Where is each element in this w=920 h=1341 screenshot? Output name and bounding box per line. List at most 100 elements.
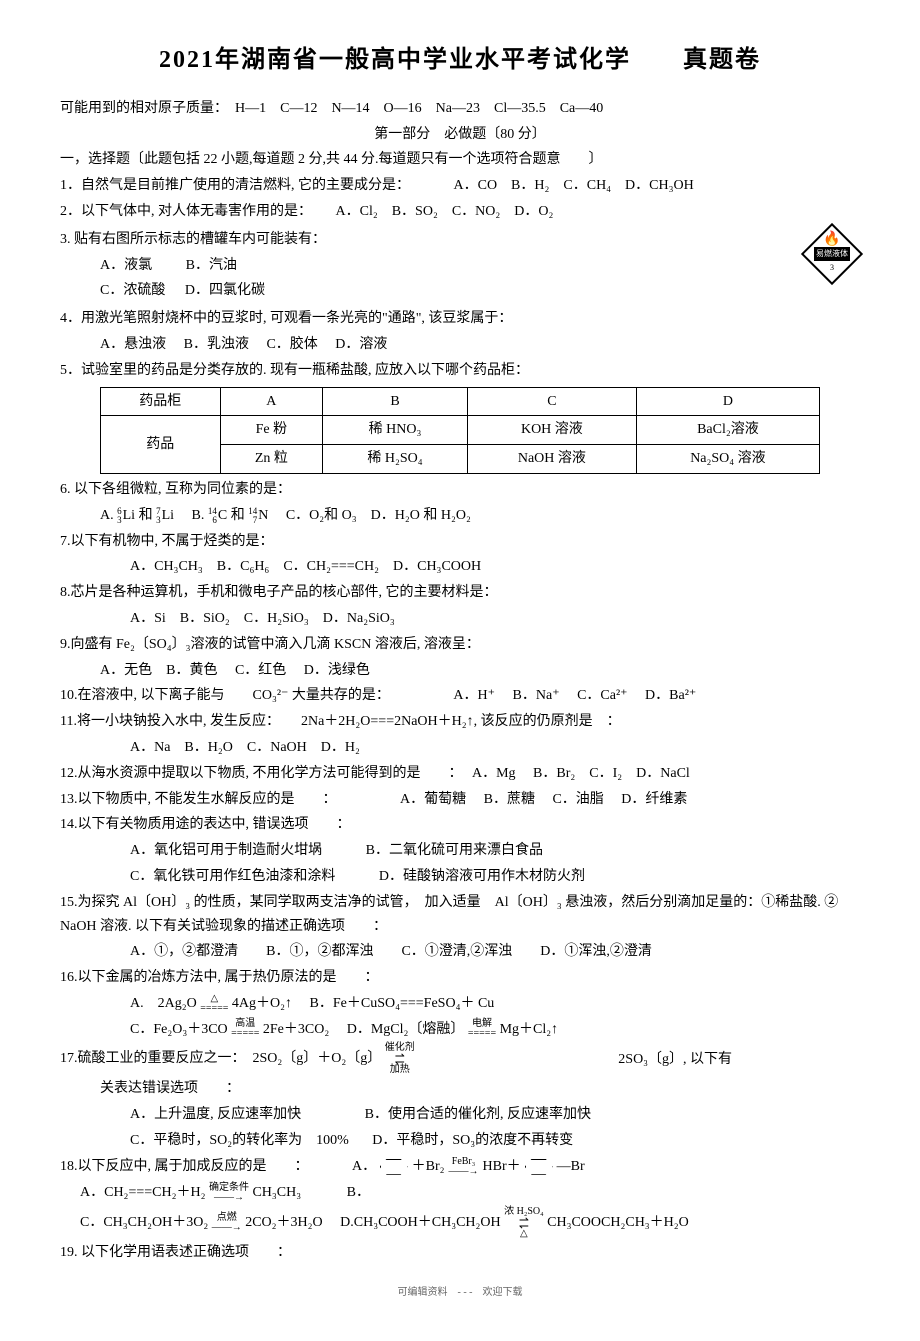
q5-text: 5．试验室里的药品是分类存放的. 现有一瓶稀盐酸, 应放入以下哪个药品柜： [60, 359, 860, 383]
q3: 3. 贴有右图所示标志的槽罐车内可能装有： A．液氯 B．汽油 C．浓硫酸 D．… [60, 226, 860, 305]
reaction-condition: 催化剂 ⇀↽ 加热 [385, 1043, 415, 1075]
table-cell: Fe 粉 [220, 416, 323, 445]
text: A． [352, 1159, 376, 1174]
q10-opts: A．H⁺ B．Na⁺ C．Ca²⁺ D．Ba²⁺ [453, 688, 696, 703]
atomic-mass-line: 可能用到的相对原子质量： H—1 C—12 N—14 O—16 Na—23 Cl… [60, 97, 860, 121]
equilibrium-icon: ⇀↽ [519, 1217, 529, 1229]
q2-text: 2．以下气体中, 对人体无毒害作用的是： [60, 204, 312, 219]
reaction-condition: 高温===== [231, 1019, 259, 1039]
table-cell: Zn 粒 [220, 445, 323, 474]
q2-opts: A．Cl₂ B．SO₂ C．NO₂ D．O₂ [336, 204, 554, 219]
q14-c: C．氧化铁可用作红色油漆和涂料 [130, 869, 335, 884]
q10-text: 10.在溶液中, 以下离子能与 CO₃²⁻ 大量共存的是： [60, 688, 390, 703]
q3-text: 3. 贴有右图所示标志的槽罐车内可能装有： [60, 228, 784, 252]
q16-text: 16.以下金属的冶炼方法中, 属于热仍原法的是 ： [60, 966, 860, 990]
q9-opts: A．无色 B．黄色 C．红色 D．浅绿色 [60, 659, 860, 683]
text: —Br [557, 1155, 585, 1179]
isotope-icon: 63 [117, 507, 122, 525]
table-header: B [323, 387, 468, 416]
benzene-icon [525, 1159, 553, 1175]
reaction-condition: 浓 H₂SO₄ ⇀↽ △ [504, 1207, 543, 1239]
q17-c: C．平稳时，SO₂的转化率为 100% [130, 1133, 349, 1148]
q4-opts: A．悬浊液 B．乳浊液 C．胶体 D．溶液 [60, 333, 860, 357]
reaction-condition: FeBr₃――→ [449, 1157, 479, 1177]
text: 4Ag＋O₂↑ [232, 996, 292, 1011]
table-row-label: 药品 [101, 416, 221, 474]
q18-cd: C．CH₃CH₂OH＋3O₂ 点燃――→ 2CO₂＋3H₂O D.CH₃COOH… [60, 1207, 860, 1239]
q11-text: 11.将一小块钠投入水中, 发生反应： 2Na＋2H₂O===2NaOH＋H₂↑… [60, 710, 860, 734]
text: A．CH₂===CH₂＋H₂ [80, 1185, 205, 1200]
q7-text: 7.以下有机物中, 不属于烃类的是： [60, 530, 860, 554]
text: C．CH₃CH₂OH＋3O₂ [80, 1215, 208, 1230]
q12-opts: A．Mg B．Br₂ C．I₂ D．NaCl [472, 766, 690, 781]
q7-opts: A．CH₃CH₃ B．C₆H₆ C．CH₂===CH₂ D．CH₃COOH [60, 555, 860, 579]
q14-b: B．二氧化硫可用来漂白食品 [366, 843, 543, 858]
q14-d: D．硅酸钠溶液可用作木材防火剂 [379, 869, 585, 884]
q11-opts: A．Na B．H₂O C．NaOH D．H₂ [60, 736, 860, 760]
q17-b: B．使用合适的催化剂, 反应速率加快 [365, 1107, 591, 1122]
hazard-sign-icon: 🔥 易燃液体 3 [804, 226, 860, 282]
table-header: C [467, 387, 636, 416]
q16-ab: A. 2Ag₂O △===== 4Ag＋O₂↑ B．Fe＋CuSO₄===FeS… [60, 992, 860, 1016]
q17-pre: 17.硫酸工业的重要反应之一： 2SO₂〔g〕＋O₂〔g〕 [60, 1052, 381, 1067]
table-header: 药品柜 [101, 387, 221, 416]
table-cell: Na₂SO₄ 溶液 [636, 445, 819, 474]
q14-text: 14.以下有关物质用途的表达中, 错误选项 ： [60, 813, 860, 837]
reaction-condition: 确定条件――→ [209, 1183, 249, 1203]
table-cell: KOH 溶液 [467, 416, 636, 445]
q12: 12.从海水资源中提取以下物质, 不用化学方法可能得到的是 ： A．Mg B．B… [60, 762, 860, 786]
text: CH₃CH₃ [252, 1185, 301, 1200]
q14-ab: A．氧化铝可用于制造耐火坩埚 B．二氧化硫可用来漂白食品 [60, 839, 860, 863]
text: D．MgCl₂〔熔融〕 [333, 1022, 465, 1037]
q9-text: 9.向盛有 Fe₂〔SO₄〕₃溶液的试管中滴入几滴 KSCN 溶液后, 溶液呈： [60, 633, 860, 657]
page-title: 2021年湖南省一般高中学业水平考试化学 真题卷 [60, 40, 860, 81]
element: Li [123, 508, 135, 523]
q13-text: 13.以下物质中, 不能发生水解反应的是 ： [60, 792, 337, 807]
q16-b: B．Fe＋CuSO₄===FeSO₄＋ Cu [296, 996, 495, 1011]
table-header: A [220, 387, 323, 416]
q18-text: 18.以下反应中, 属于加成反应的是 ： [60, 1159, 309, 1174]
text: B． [305, 1185, 370, 1200]
text: C．Fe₂O₃＋3CO [130, 1022, 228, 1037]
q3-a: A．液氯 [100, 258, 152, 273]
q17-text2: 关表达错误选项 ： [60, 1077, 860, 1101]
table-cell: 稀 HNO₃ [323, 416, 468, 445]
q2: 2．以下气体中, 对人体无毒害作用的是： A．Cl₂ B．SO₂ C．NO₂ D… [60, 200, 860, 224]
q18-ab: A．CH₂===CH₂＋H₂ 确定条件――→ CH₃CH₃ B． [60, 1181, 860, 1205]
text: D.CH₃COOH＋CH₃CH₂OH [326, 1215, 501, 1230]
text: 和 [139, 508, 153, 523]
q13-opts: A．葡萄糖 B．蔗糖 C．油脂 D．纤维素 [400, 792, 687, 807]
benzene-reaction-icon: ＋Br₂ FeBr₃――→ HBr＋ —Br [380, 1155, 585, 1179]
q17-a: A．上升温度, 反应速率加快 [130, 1107, 301, 1122]
text: Mg＋Cl₂↑ [500, 1022, 559, 1037]
sign-text: 易燃液体 [814, 247, 850, 261]
text: 2Fe＋3CO₂ [263, 1022, 329, 1037]
q1-text: 1．自然气是目前推广使用的清洁燃料, 它的主要成分是： [60, 178, 410, 193]
part1-header: 第一部分 必做题〔80 分〕 [60, 123, 860, 147]
q15-opts: A．①，②都澄清 B．①，②都浑浊 C．①澄清,②浑浊 D．①浑浊,②澄清 [60, 940, 860, 964]
text: 和 [231, 508, 245, 523]
q3-b: B．汽油 [186, 258, 237, 273]
isotope-icon: 146 [208, 507, 217, 525]
reaction-condition: 电解===== [468, 1019, 496, 1039]
text: CH₃COOCH₂CH₃＋H₂O [547, 1215, 689, 1230]
reaction-condition: △===== [200, 994, 228, 1014]
q6-text: 6. 以下各组微粒, 互称为同位素的是： [60, 478, 860, 502]
text: A. 2Ag₂O [130, 996, 197, 1011]
q6-a-pre: A. [100, 508, 114, 523]
q6-opts: A. 63Li 和 73Li B. 146C 和 147N C．O₂和 O₃ D… [60, 504, 860, 528]
q1: 1．自然气是目前推广使用的清洁燃料, 它的主要成分是： A．CO B．H₂ C．… [60, 174, 860, 198]
q18: 18.以下反应中, 属于加成反应的是 ： A． ＋Br₂ FeBr₃――→ HB… [60, 1155, 860, 1179]
q3-c: C．浓硫酸 [100, 283, 165, 298]
element: N [258, 508, 268, 523]
q16-cd: C．Fe₂O₃＋3CO 高温===== 2Fe＋3CO₂ D．MgCl₂〔熔融〕… [60, 1018, 860, 1042]
text: HBr＋ [483, 1155, 521, 1179]
q17-cd: C．平稳时，SO₂的转化率为 100% D．平稳时，SO₃的浓度不再转变 [60, 1129, 860, 1153]
q14-cd: C．氧化铁可用作红色油漆和涂料 D．硅酸钠溶液可用作木材防火剂 [60, 865, 860, 889]
table-cell: NaOH 溶液 [467, 445, 636, 474]
q19-text: 19. 以下化学用语表述正确选项 ： [60, 1241, 860, 1265]
q12-text: 12.从海水资源中提取以下物质, 不用化学方法可能得到的是 ： [60, 766, 463, 781]
table-cell: BaCl₂溶液 [636, 416, 819, 445]
text: ＋Br₂ [412, 1155, 445, 1179]
page-footer: 可编辑资料 - - - 欢迎下载 [60, 1284, 860, 1301]
